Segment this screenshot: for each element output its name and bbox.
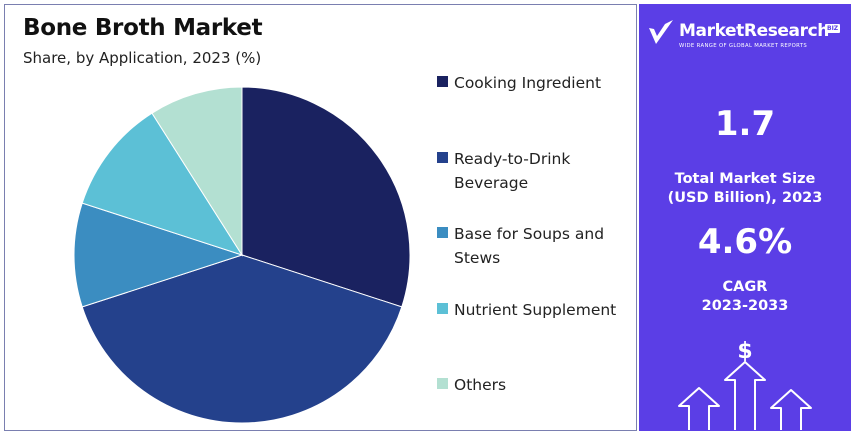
legend-item: Base for Soups and Stews [437,222,634,270]
legend-swatch [437,303,448,314]
legend-label-line: Stews [454,249,501,267]
legend-label: Base for Soups and Stews [454,222,634,270]
legend-swatch [437,378,448,389]
cagr-label-1: CAGR [722,279,768,295]
legend-item: Others [437,373,634,397]
legend-label-line: Others [454,376,507,394]
brand-tagline: WIDE RANGE OF GLOBAL MARKET REPORTS [679,43,808,49]
legend-label-line: Ready-to-Drink [454,150,571,168]
brand-logo: MarketResearch BIZ WIDE RANGE OF GLOBAL … [647,18,847,58]
pie-chart [73,86,411,424]
dollar-icon: $ [737,339,752,364]
cagr-label-2: 2023-2033 [701,298,789,314]
legend-swatch [437,227,448,238]
side-panel: MarketResearch BIZ WIDE RANGE OF GLOBAL … [639,4,851,431]
brand-check-icon [649,20,673,44]
market-size-value: 1.7 [714,104,776,144]
chart-subtitle: Share, by Application, 2023 (%) [23,49,262,67]
market-size-label-1: Total Market Size [674,171,816,187]
growth-arrows-dollar-icon: $ [678,339,812,430]
legend-label-line: Cooking Ingredient [454,74,602,92]
legend-label: Cooking Ingredient [454,71,634,95]
cagr-caption: CAGR 2023-2033 [639,278,851,316]
legend-label-line: Beverage [454,174,529,192]
legend-item: Nutrient Supplement [437,298,634,322]
legend-swatch [437,76,448,87]
pie-slice-cooking-ingredient [241,86,411,308]
right-arrow-icon [770,389,812,430]
pie-slice-nutrient-supplement [81,112,244,256]
market-size-metric: 1.7 [639,104,851,144]
chart-frame: Bone Broth Market Share, by Application,… [4,4,637,431]
legend-item: Cooking Ingredient [437,71,634,95]
legend-label: Nutrient Supplement [454,298,634,322]
legend-swatch [437,152,448,163]
chart-title: Bone Broth Market [23,15,263,41]
pie-slice-base-for-soups-and-stews [73,202,244,308]
legend-label-line: Nutrient Supplement [454,301,617,319]
cagr-value: 4.6% [697,222,793,262]
center-arrow-icon [724,361,766,430]
legend-label: Others [454,373,634,397]
market-size-label-2: (USD Billion), 2023 [667,190,823,206]
brand-badge: BIZ [825,24,841,33]
market-size-caption: Total Market Size (USD Billion), 2023 [639,170,851,208]
pie-slice-others [151,86,243,257]
pie-slice-ready-to-drink-beverage [81,254,403,424]
left-arrow-icon [678,387,720,430]
cagr-metric: 4.6% [639,222,851,262]
legend-label: Ready-to-Drink Beverage [454,147,634,195]
brand-name: MarketResearch [679,21,829,41]
legend-item: Ready-to-Drink Beverage [437,147,634,195]
legend-label-line: Base for Soups and [454,225,605,243]
